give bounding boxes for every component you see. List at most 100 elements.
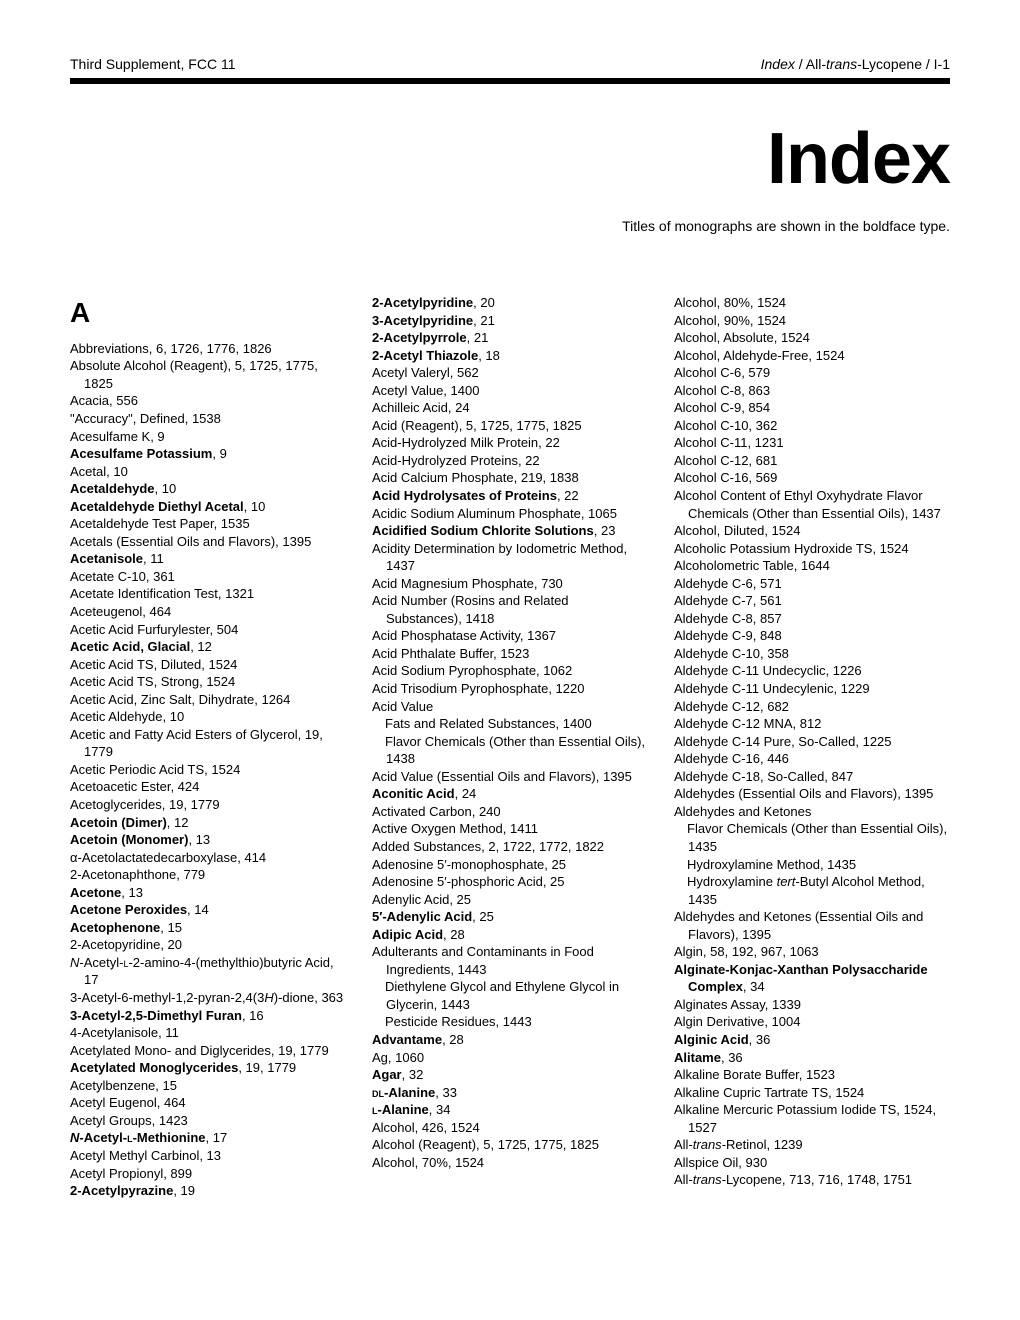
index-entry: Alitame, 36 bbox=[674, 1049, 950, 1067]
index-entry: Acetyl Value, 1400 bbox=[372, 382, 648, 400]
running-header: Third Supplement, FCC 11 Index / All-tra… bbox=[70, 56, 950, 72]
index-entry: All-trans-Retinol, 1239 bbox=[674, 1136, 950, 1154]
index-entry: Alcohol C-12, 681 bbox=[674, 452, 950, 470]
page-subtitle: Titles of monographs are shown in the bo… bbox=[70, 218, 950, 234]
index-entry: Hydroxylamine Method, 1435 bbox=[674, 856, 950, 874]
index-entry: Acetylated Mono- and Diglycerides, 19, 1… bbox=[70, 1042, 346, 1060]
index-entry: 2-Acetonaphthone, 779 bbox=[70, 866, 346, 884]
index-entry: Aconitic Acid, 24 bbox=[372, 785, 648, 803]
index-entry: Alcohol C-16, 569 bbox=[674, 469, 950, 487]
index-entry: Aldehyde C-8, 857 bbox=[674, 610, 950, 628]
index-entry: dl-Alanine, 33 bbox=[372, 1084, 648, 1102]
index-entry: Alcohol, Absolute, 1524 bbox=[674, 329, 950, 347]
index-entry: Aldehyde C-11 Undecylenic, 1229 bbox=[674, 680, 950, 698]
index-entry: Activated Carbon, 240 bbox=[372, 803, 648, 821]
index-entry: Alcoholic Potassium Hydroxide TS, 1524 bbox=[674, 540, 950, 558]
index-entry: Aldehyde C-9, 848 bbox=[674, 627, 950, 645]
index-entry: Algin, 58, 192, 967, 1063 bbox=[674, 943, 950, 961]
index-entry: Aldehyde C-10, 358 bbox=[674, 645, 950, 663]
index-entry: Acid Value bbox=[372, 698, 648, 716]
index-entry: 2-Acetylpyridine, 20 bbox=[372, 294, 648, 312]
index-entry: Allspice Oil, 930 bbox=[674, 1154, 950, 1172]
index-entry: Alcohol, 90%, 1524 bbox=[674, 312, 950, 330]
index-columns: A Abbreviations, 6, 1726, 1776, 1826Abso… bbox=[70, 294, 950, 1200]
index-entry: Acetals (Essential Oils and Flavors), 13… bbox=[70, 533, 346, 551]
index-entry: Acetic Acid, Glacial, 12 bbox=[70, 638, 346, 656]
index-entry: Adulterants and Contaminants in Food Ing… bbox=[372, 943, 648, 978]
index-entry: Alcohol, 426, 1524 bbox=[372, 1119, 648, 1137]
index-entry: Alkaline Cupric Tartrate TS, 1524 bbox=[674, 1084, 950, 1102]
column-3: Alcohol, 80%, 1524Alcohol, 90%, 1524Alco… bbox=[674, 294, 950, 1200]
index-entry: Acetophenone, 15 bbox=[70, 919, 346, 937]
index-entry: 3-Acetylpyridine, 21 bbox=[372, 312, 648, 330]
index-entry: Active Oxygen Method, 1411 bbox=[372, 820, 648, 838]
index-entry: 4-Acetylanisole, 11 bbox=[70, 1024, 346, 1042]
index-entry: Flavor Chemicals (Other than Essential O… bbox=[674, 820, 950, 855]
index-entry: l-Alanine, 34 bbox=[372, 1101, 648, 1119]
index-entry: Adipic Acid, 28 bbox=[372, 926, 648, 944]
page: Third Supplement, FCC 11 Index / All-tra… bbox=[0, 0, 1020, 1240]
index-entry: Acid Phosphatase Activity, 1367 bbox=[372, 627, 648, 645]
index-entry: Acid-Hydrolyzed Milk Protein, 22 bbox=[372, 434, 648, 452]
index-entry: Acid Phthalate Buffer, 1523 bbox=[372, 645, 648, 663]
index-entry: Acetone, 13 bbox=[70, 884, 346, 902]
index-entry: Acidity Determination by Iodometric Meth… bbox=[372, 540, 648, 575]
index-entry: Acetylated Monoglycerides, 19, 1779 bbox=[70, 1059, 346, 1077]
index-entry: Alcohol, Diluted, 1524 bbox=[674, 522, 950, 540]
index-entry: Alcohol C-10, 362 bbox=[674, 417, 950, 435]
header-mid: / All- bbox=[795, 56, 826, 72]
index-entry: Acid Value (Essential Oils and Flavors),… bbox=[372, 768, 648, 786]
index-entry: Agar, 32 bbox=[372, 1066, 648, 1084]
index-entry: Acacia, 556 bbox=[70, 392, 346, 410]
index-entry: α-Acetolactatedecarboxylase, 414 bbox=[70, 849, 346, 867]
index-entry: Alcohol C-6, 579 bbox=[674, 364, 950, 382]
index-entry: Acetic Acid TS, Diluted, 1524 bbox=[70, 656, 346, 674]
index-entry: Acid-Hydrolyzed Proteins, 22 bbox=[372, 452, 648, 470]
index-entry: Acetic Periodic Acid TS, 1524 bbox=[70, 761, 346, 779]
index-entry: Aceteugenol, 464 bbox=[70, 603, 346, 621]
index-entry: Acesulfame Potassium, 9 bbox=[70, 445, 346, 463]
header-right: Index / All-trans-Lycopene / I-1 bbox=[761, 56, 950, 72]
index-entry: Acetoacetic Ester, 424 bbox=[70, 778, 346, 796]
header-left: Third Supplement, FCC 11 bbox=[70, 56, 235, 72]
index-entry: Alcohol C-8, 863 bbox=[674, 382, 950, 400]
index-entry: Alcoholometric Table, 1644 bbox=[674, 557, 950, 575]
index-entry: Acetaldehyde Test Paper, 1535 bbox=[70, 515, 346, 533]
index-entry: Abbreviations, 6, 1726, 1776, 1826 bbox=[70, 340, 346, 358]
index-entry: Acetyl Valeryl, 562 bbox=[372, 364, 648, 382]
index-entry: Acetyl Methyl Carbinol, 13 bbox=[70, 1147, 346, 1165]
index-entry: Alcohol Content of Ethyl Oxyhydrate Flav… bbox=[674, 487, 950, 522]
index-entry: Adenylic Acid, 25 bbox=[372, 891, 648, 909]
index-entry: Aldehydes and Ketones bbox=[674, 803, 950, 821]
index-entry: 2-Acetopyridine, 20 bbox=[70, 936, 346, 954]
index-entry: Adenosine 5′-phosphoric Acid, 25 bbox=[372, 873, 648, 891]
index-entry: Alcohol, 80%, 1524 bbox=[674, 294, 950, 312]
index-entry: Acetoglycerides, 19, 1779 bbox=[70, 796, 346, 814]
index-entry: Acid (Reagent), 5, 1725, 1775, 1825 bbox=[372, 417, 648, 435]
index-entry: Hydroxylamine tert-Butyl Alcohol Method,… bbox=[674, 873, 950, 908]
index-entry: Acetic and Fatty Acid Esters of Glycerol… bbox=[70, 726, 346, 761]
index-entry: Alcohol C-11, 1231 bbox=[674, 434, 950, 452]
index-entry: Aldehyde C-11 Undecyclic, 1226 bbox=[674, 662, 950, 680]
index-entry: Alcohol (Reagent), 5, 1725, 1775, 1825 bbox=[372, 1136, 648, 1154]
index-entry: Absolute Alcohol (Reagent), 5, 1725, 177… bbox=[70, 357, 346, 392]
index-entry: Acid Sodium Pyrophosphate, 1062 bbox=[372, 662, 648, 680]
index-entry: Acidic Sodium Aluminum Phosphate, 1065 bbox=[372, 505, 648, 523]
index-entry: 2-Acetylpyrazine, 19 bbox=[70, 1182, 346, 1200]
header-tail: -Lycopene / I-1 bbox=[857, 56, 950, 72]
horizontal-rule bbox=[70, 78, 950, 84]
index-entry: Acidified Sodium Chlorite Solutions, 23 bbox=[372, 522, 648, 540]
index-entry: Acetyl Eugenol, 464 bbox=[70, 1094, 346, 1112]
header-trans: trans bbox=[826, 56, 857, 72]
index-entry: Alkaline Borate Buffer, 1523 bbox=[674, 1066, 950, 1084]
index-entry: Acetal, 10 bbox=[70, 463, 346, 481]
index-entry: Acesulfame K, 9 bbox=[70, 428, 346, 446]
index-entry: Aldehyde C-12, 682 bbox=[674, 698, 950, 716]
index-entry: Acetate C-10, 361 bbox=[70, 568, 346, 586]
index-entry: Acetaldehyde Diethyl Acetal, 10 bbox=[70, 498, 346, 516]
index-entry: Acetaldehyde, 10 bbox=[70, 480, 346, 498]
header-index-word: Index bbox=[761, 56, 795, 72]
index-entry: Acetic Aldehyde, 10 bbox=[70, 708, 346, 726]
section-letter: A bbox=[70, 294, 346, 332]
index-entry: Aldehyde C-18, So-Called, 847 bbox=[674, 768, 950, 786]
